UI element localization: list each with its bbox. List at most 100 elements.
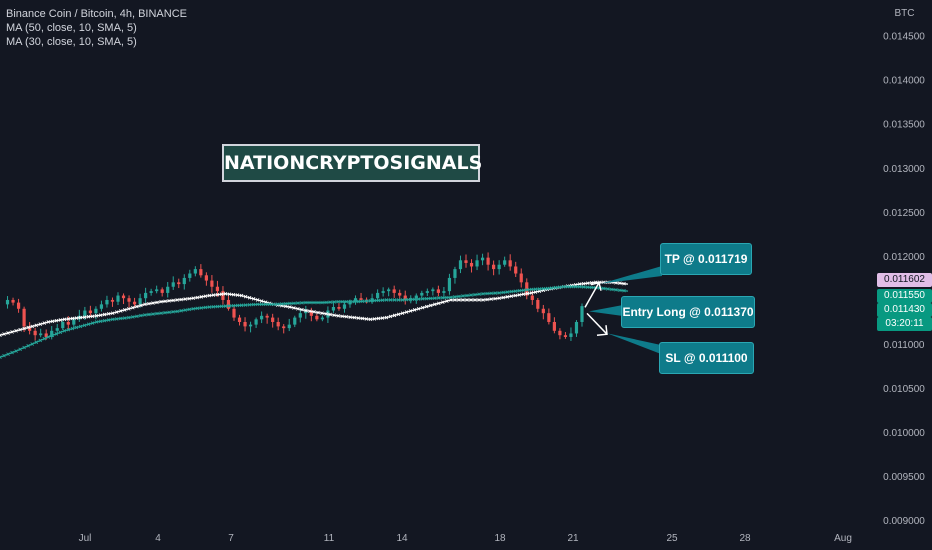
candle-body (110, 299, 115, 302)
ma50-marker (469, 298, 473, 302)
watermark-logo: NATIONCRYPTOSIGNALS (222, 144, 482, 182)
ma30-marker (416, 297, 421, 301)
ma30-marker (445, 295, 449, 300)
ma30-marker (308, 300, 312, 305)
ma30-marker (38, 338, 43, 343)
candle-body (530, 295, 534, 300)
ma30-marker (118, 316, 123, 321)
ma30-marker (384, 298, 389, 302)
ma30-marker (183, 308, 187, 312)
ma50-marker (6, 331, 10, 335)
ma50-marker (195, 295, 200, 300)
ma30-marker (622, 288, 626, 293)
ma50-marker (465, 298, 469, 302)
ma50-marker (175, 298, 179, 302)
symbol-title[interactable]: Binance Coin / Bitcoin, 4h, BINANCE (6, 8, 187, 20)
time-tick-label: 7 (228, 533, 234, 544)
time-tick-label: Aug (834, 533, 852, 544)
ma30-marker (533, 287, 538, 291)
ma30-marker (332, 300, 336, 304)
ma30-marker (408, 297, 413, 302)
price-tick-label: 0.014000 (883, 76, 925, 87)
ma30-marker (74, 325, 79, 330)
candle-body (287, 324, 291, 329)
ma50-legend[interactable]: MA (50, close, 10, SMA, 5) (6, 22, 137, 34)
take-profit-callout[interactable]: TP @ 0.011719 (660, 243, 752, 275)
ma30-marker (275, 302, 280, 306)
ma30-marker (34, 340, 39, 345)
price-tick-label: 0.012500 (883, 208, 925, 219)
ma50-marker (396, 312, 401, 317)
candle-body (453, 269, 457, 278)
candle-body (265, 315, 269, 318)
ma30-marker (614, 288, 618, 292)
candle-body (519, 273, 523, 283)
candle-body (215, 286, 220, 292)
ma50-marker (171, 298, 175, 303)
ma30-marker (255, 302, 260, 307)
candle-body (177, 282, 181, 285)
candle-body (370, 298, 374, 302)
ma30-marker (187, 307, 192, 312)
last-price-label: 0.011430 (877, 303, 932, 317)
ma30-marker (428, 296, 433, 301)
ma30-marker (207, 305, 212, 309)
candle-body (188, 273, 192, 278)
sl-callout-pointer (607, 333, 661, 354)
ma50-marker (22, 326, 26, 331)
ma50-marker (288, 305, 292, 309)
ma30-marker (610, 287, 614, 292)
candle-body (11, 299, 15, 303)
ma50-marker (14, 328, 18, 333)
ma30-marker (243, 303, 248, 307)
candle-body (22, 308, 26, 327)
candle-body (309, 310, 313, 316)
ma30-marker (304, 300, 308, 305)
ma50-marker (255, 298, 260, 302)
ma30-marker (529, 287, 534, 292)
ma50-marker (308, 309, 312, 314)
ma50-marker (82, 315, 87, 319)
ma30-marker (545, 286, 550, 291)
ma50-marker (449, 298, 453, 302)
candle-body (381, 291, 385, 293)
ma50-marker (207, 293, 212, 298)
ma30-legend[interactable]: MA (30, close, 10, SMA, 5) (6, 36, 137, 48)
ma30-marker (465, 293, 469, 298)
candle-body (94, 308, 98, 314)
ma30-marker (320, 300, 324, 305)
ma30-marker (239, 303, 244, 308)
entry-callout[interactable]: Entry Long @ 0.011370 (621, 296, 755, 328)
time-tick-label: Jul (79, 533, 92, 544)
ma30-marker (352, 299, 357, 304)
ma50-marker (356, 316, 361, 320)
ma50-marker (473, 298, 477, 302)
candle-body (83, 310, 87, 316)
ma50-marker (525, 291, 530, 296)
ma50-marker (618, 281, 622, 286)
candle-body (376, 292, 380, 299)
ma30-marker (62, 328, 67, 333)
stop-loss-callout[interactable]: SL @ 0.011100 (659, 342, 754, 374)
ma50-marker (622, 281, 626, 286)
candle-body (199, 269, 203, 276)
ma50-marker (10, 330, 14, 334)
ma50-marker (344, 314, 349, 319)
candle-body (39, 333, 43, 336)
ma30-marker (0, 355, 2, 360)
ma50-marker (259, 299, 264, 303)
ma-price-label: 0.011602 (877, 273, 932, 287)
ma30-marker (139, 313, 143, 318)
ma50-marker (131, 305, 135, 310)
ma30-marker (360, 299, 365, 304)
ma30-marker (477, 292, 481, 297)
candle-body (50, 330, 54, 337)
candle-body (16, 302, 21, 309)
candle-body (547, 313, 551, 322)
ma50-marker (94, 313, 99, 318)
ma50-marker (187, 296, 192, 301)
ma50-marker (453, 298, 457, 302)
ma30-marker (364, 299, 369, 303)
ma30-marker (66, 327, 71, 332)
